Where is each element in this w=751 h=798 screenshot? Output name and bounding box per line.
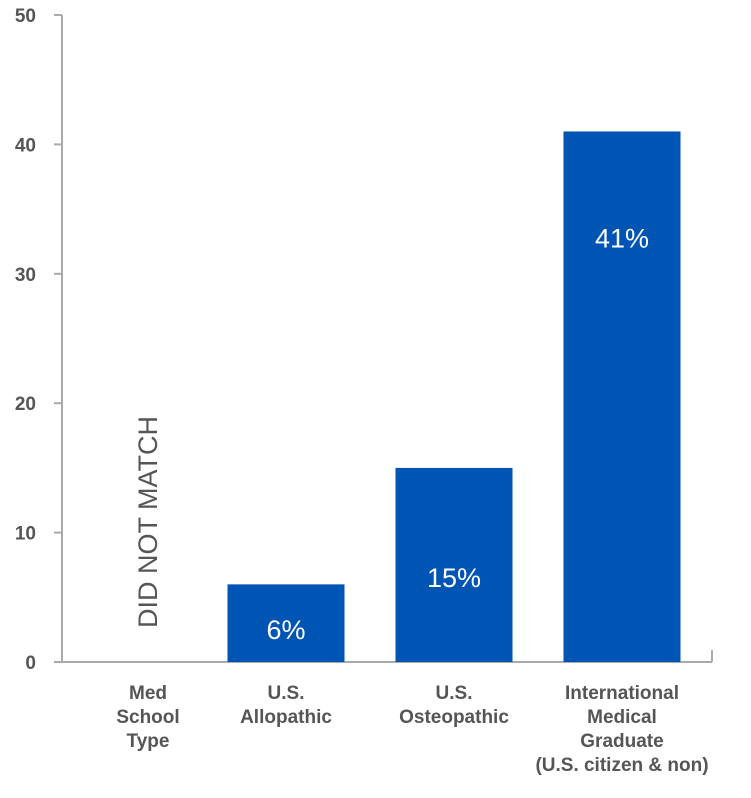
bar-value-label: 6% <box>266 615 305 645</box>
chart-bars: 6% 15% 41% <box>227 131 681 662</box>
category-label: U.S. Allopathic <box>240 683 332 728</box>
did-not-match-annotation: DID NOT MATCH <box>133 416 163 628</box>
category-label: U.S. Osteopathic <box>399 683 509 728</box>
bar <box>227 584 345 662</box>
y-tick-label: 40 <box>15 135 36 156</box>
category-label: International Medical Graduate (U.S. citize… <box>535 683 708 776</box>
bar-value-label: 41% <box>595 224 649 254</box>
y-axis-ticks: 0 10 20 30 40 50 <box>15 6 62 674</box>
bar <box>563 131 681 662</box>
bar <box>395 467 513 662</box>
x-axis-labels: Med School Type U.S. Allopathic U.S. Osteopath… <box>116 683 708 776</box>
x-axis-title: Med School Type <box>116 683 179 752</box>
y-tick-label: 20 <box>15 394 36 415</box>
y-tick-label: 50 <box>15 6 36 27</box>
y-tick-label: 0 <box>25 653 36 674</box>
bar-value-label: 15% <box>427 563 481 593</box>
y-tick-label: 30 <box>15 265 36 286</box>
y-tick-label: 10 <box>15 524 36 545</box>
